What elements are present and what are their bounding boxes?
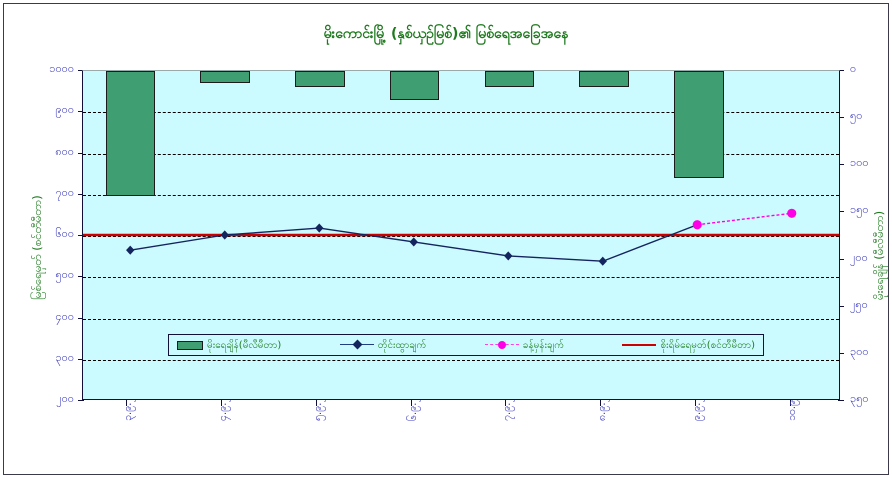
chart-title: မိုးကောင်းမြို့ (နှစ်ယှဉ်မြစ်)၏ မြစ်ရေအခ… xyxy=(323,26,569,42)
gridline xyxy=(83,194,839,196)
left-axis-tick-mark xyxy=(78,358,84,360)
legend-item-danger-level: စိုးရိမ်ရေမှတ်(စင်တီမီတာ) xyxy=(622,338,755,353)
right-axis-tick-label: ၂၀၀ xyxy=(850,250,868,264)
right-axis-tick-label: ၂၅၀ xyxy=(850,297,868,311)
bar xyxy=(295,71,345,88)
legend-label: တိုင်းထွာချက် xyxy=(377,339,427,351)
right-axis-tick-mark xyxy=(838,305,844,307)
x-axis-tick-mark xyxy=(126,400,128,406)
left-axis-tick-mark xyxy=(78,235,84,236)
legend-item-measured: တိုင်းထွာချက် xyxy=(339,338,427,353)
left-axis-tick-mark xyxy=(78,152,84,154)
x-axis-tick-mark xyxy=(789,400,791,406)
right-axis-tick-mark xyxy=(838,117,844,119)
left-axis-tick-mark xyxy=(78,400,84,401)
gridline xyxy=(83,359,839,361)
red-line-icon xyxy=(622,344,657,346)
gridline xyxy=(83,277,839,279)
x-axis-tick-mark xyxy=(410,400,412,406)
legend-item-rainfall: မိုးရေချိန်(မီလီမီတာ) xyxy=(177,338,281,353)
left-axis-tick-label: ၁၀၀၀ xyxy=(49,62,74,75)
bar xyxy=(389,71,440,101)
x-axis-tick-mark xyxy=(600,400,602,406)
right-axis-tick-label: ၁၅၀ xyxy=(850,203,869,217)
left-axis-tick-mark xyxy=(78,70,84,71)
right-axis-tick-label: ၃၅၀ xyxy=(850,392,869,405)
bar xyxy=(674,71,724,178)
gridline xyxy=(83,153,839,155)
left-axis-tick-mark xyxy=(78,276,84,278)
left-axis-tick-mark xyxy=(78,317,84,319)
left-axis-tick-mark xyxy=(78,193,84,195)
chart-legend: မိုးရေချိန်(မီလီမီတာ) တိုင်းထွာချက် ခန့်… xyxy=(168,334,764,356)
legend-label: ခန့်မှန်းချက် xyxy=(522,339,564,351)
bar xyxy=(200,71,250,84)
left-axis-tick-label: ၉၀၀ xyxy=(55,103,74,117)
right-axis-tick-mark xyxy=(838,258,844,260)
left-axis-tick-label: ၅၀၀ xyxy=(55,268,74,282)
bar xyxy=(105,71,155,197)
bar-swatch-icon xyxy=(177,340,203,350)
line-series xyxy=(83,208,839,266)
right-axis-tick-label: ၃၀၀ xyxy=(850,344,869,358)
right-axis-tick-mark xyxy=(838,164,844,166)
left-axis-title: မြစ်ရေမှတ် (စင်တီမီတာ) xyxy=(30,195,44,300)
left-axis-tick-label: ၄၀၀ xyxy=(55,309,74,323)
bar xyxy=(579,71,629,88)
right-axis-tick-label: ၅၀ xyxy=(850,109,863,123)
dashed-line-circle-icon xyxy=(484,340,519,350)
right-axis-tick-mark xyxy=(838,400,844,401)
right-axis-title: မိုးရေချိန် (မီလီမီတာ) xyxy=(872,210,886,300)
gridline xyxy=(83,236,839,237)
right-axis-tick-mark xyxy=(838,352,844,354)
legend-label: စိုးရိမ်ရေမှတ်(စင်တီမီတာ) xyxy=(660,339,755,351)
right-axis-tick-mark xyxy=(838,70,844,71)
left-axis-tick-label: ၈၀၀ xyxy=(55,144,74,158)
x-axis-tick-mark xyxy=(694,400,696,406)
gridline xyxy=(83,112,839,114)
legend-item-forecast: ခန့်မှန်းချက် xyxy=(484,338,564,353)
x-axis-tick-mark xyxy=(315,400,317,406)
right-axis-tick-label: ၀ xyxy=(850,62,857,75)
gridline xyxy=(83,318,839,320)
left-axis-tick-mark xyxy=(78,111,84,113)
left-axis-tick-label: ၃၀၀ xyxy=(55,350,74,364)
left-axis-tick-label: ၇၀၀ xyxy=(55,185,74,199)
left-axis-tick-label: ၂၀၀ xyxy=(56,392,74,405)
left-axis-tick-label: ၆၀၀ xyxy=(55,227,74,240)
x-axis-tick-mark xyxy=(505,400,507,406)
line-diamond-icon xyxy=(339,339,374,350)
x-axis-tick-mark xyxy=(221,400,223,406)
right-axis-tick-label: ၁၀၀ xyxy=(850,156,869,170)
bar xyxy=(484,71,534,88)
legend-label: မိုးရေချိန်(မီလီမီတာ) xyxy=(207,339,282,351)
right-axis-tick-mark xyxy=(838,211,844,213)
